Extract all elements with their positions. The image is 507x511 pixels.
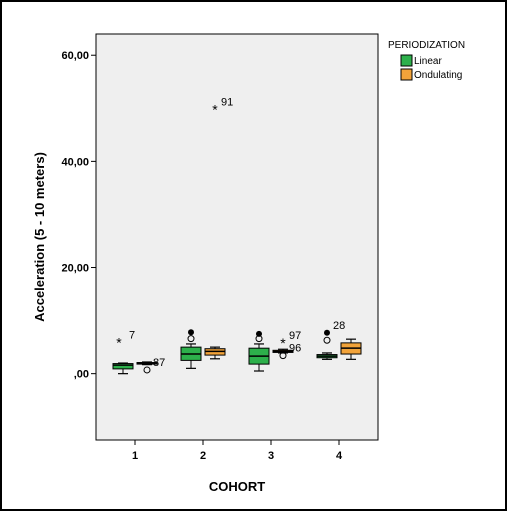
legend-swatch <box>400 54 413 67</box>
outlier-label: 87 <box>153 357 165 369</box>
legend-swatch <box>400 68 413 81</box>
outlier-dot-marker <box>188 329 194 336</box>
x-tick-label: 3 <box>268 450 274 462</box>
outlier-dot-marker <box>324 329 330 336</box>
x-tick-label: 1 <box>132 450 138 462</box>
box-linear-cohort-4: 28 <box>316 320 345 360</box>
box-ondulating-cohort-1: 87 <box>136 357 165 374</box>
box-linear-cohort-3 <box>248 330 270 372</box>
outlier-circle-marker <box>323 336 331 344</box>
x-tick-label: 2 <box>200 450 206 462</box>
outlier-label: 91 <box>221 96 233 108</box>
x-tick-label: 4 <box>336 450 343 462</box>
box-ondulating-cohort-2: * 91 <box>204 96 233 360</box>
legend-label: Ondulating <box>414 70 462 81</box>
plot-area <box>95 33 379 441</box>
outlier-label: 28 <box>333 320 345 332</box>
outlier-star-marker: * <box>116 334 122 350</box>
outlier-label: 97 <box>289 330 301 342</box>
legend-title: PERIODIZATION <box>388 40 465 51</box>
y-tick-label: 40,00 <box>61 156 89 168</box>
outlier-star-marker: * <box>280 335 286 351</box>
y-axis-title: Acceleration (5 - 10 meters) <box>32 152 47 322</box>
box-ondulating-cohort-4 <box>340 338 362 360</box>
x-axis-title: COHORT <box>209 479 265 494</box>
outlier-circle-marker <box>187 335 195 343</box>
outlier-circle-marker <box>255 335 263 343</box>
outlier-star-marker: * <box>212 101 218 117</box>
box-linear-cohort-1: * 7 <box>112 329 135 375</box>
outlier-dot-marker <box>256 330 262 337</box>
y-tick-label: ,00 <box>74 369 89 381</box>
x-axis: 1 2 3 4 <box>132 440 343 462</box>
y-tick-label: 20,00 <box>61 263 89 275</box>
y-axis: ,00 20,00 40,00 60,00 <box>61 50 96 381</box>
box-linear-cohort-2 <box>180 329 202 369</box>
outlier-circle-marker <box>279 352 287 360</box>
box-iqr <box>112 363 134 370</box>
legend: PERIODIZATION Linear Ondulating <box>388 40 465 81</box>
outlier-label: 96 <box>289 343 301 355</box>
y-tick-label: 60,00 <box>61 50 89 62</box>
outlier-circle-marker <box>143 366 151 374</box>
legend-label: Linear <box>414 56 442 67</box>
outlier-label: 7 <box>129 329 135 341</box>
